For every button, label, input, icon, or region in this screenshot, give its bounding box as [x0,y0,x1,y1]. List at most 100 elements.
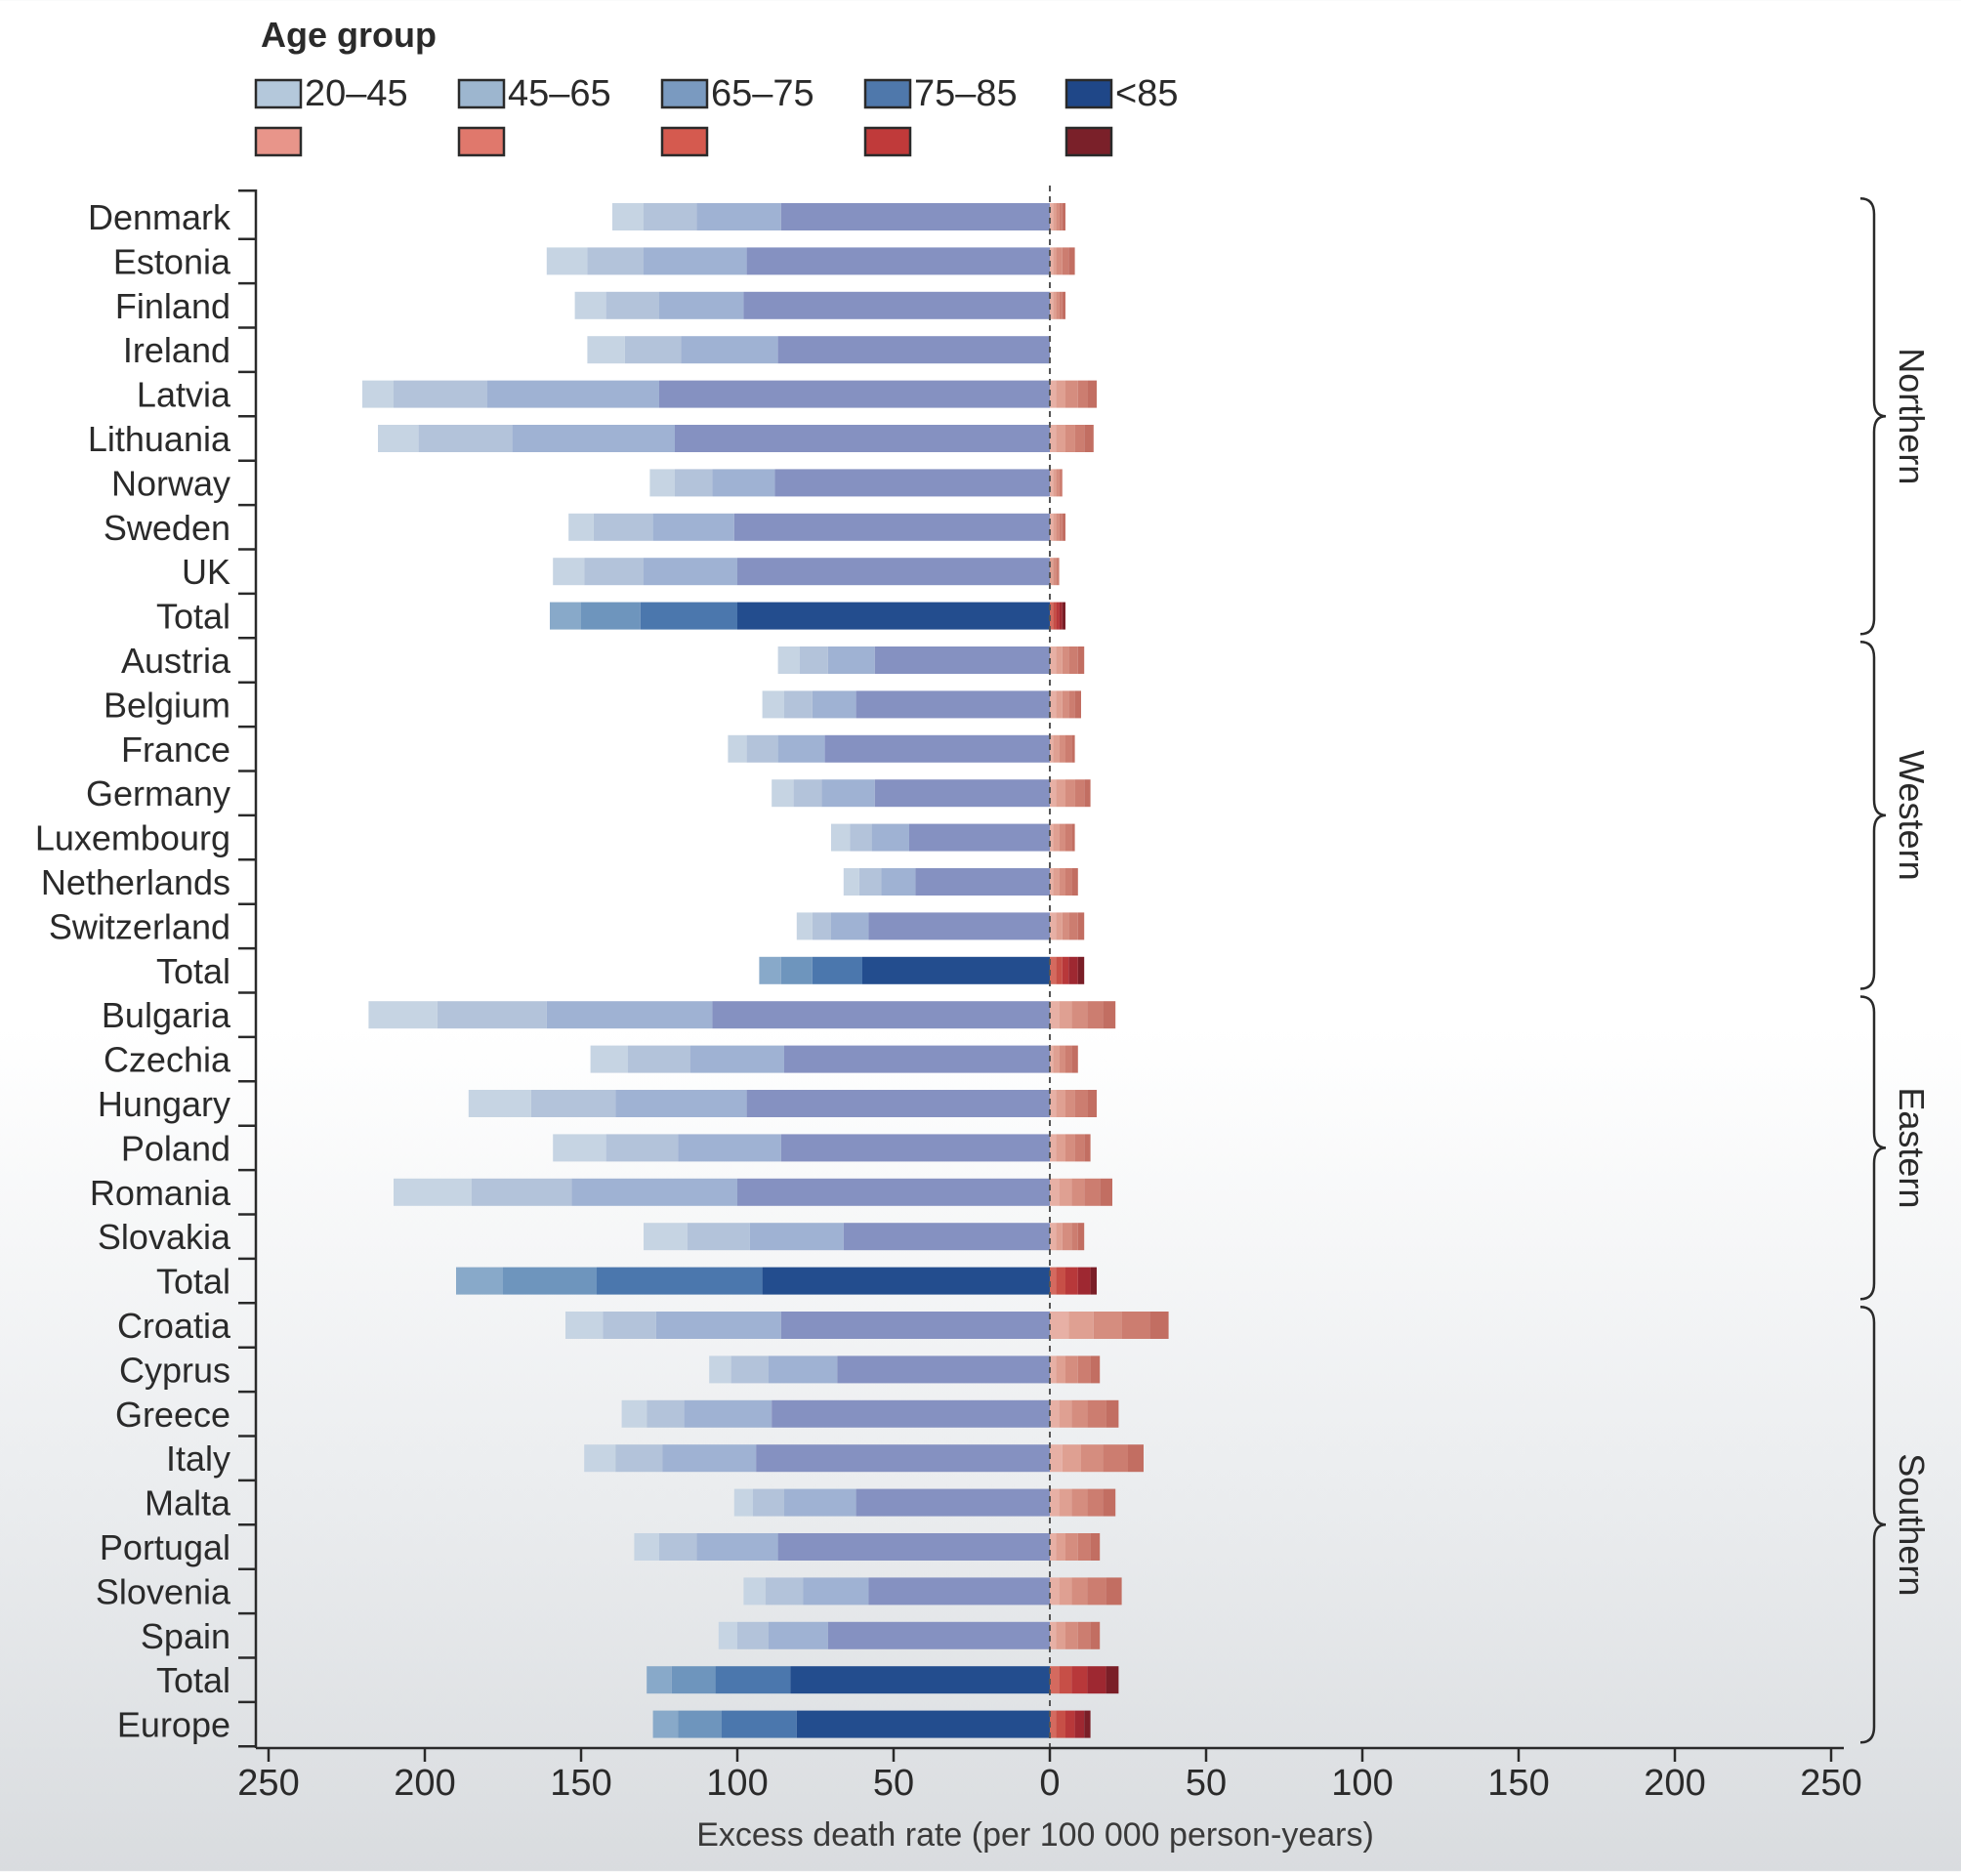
bar-pos-portugal-20-45 [1050,1533,1057,1561]
bar-pos-total-9-85 [1062,602,1065,630]
bar-neg-czechia-65-75 [690,1045,784,1073]
bar-neg-denmark-75-85 [780,203,1050,230]
bar-neg-greece-20-45 [621,1399,647,1428]
bar-neg-total-33-20-45 [647,1666,672,1694]
bar-neg-latvia-75-85 [659,380,1050,408]
bar-neg-greece-45-65 [647,1399,685,1428]
bar-neg-bulgaria-20-45 [368,1001,438,1029]
bar-neg-total-9-45-65 [581,602,641,630]
x-tick-label-6: 50 [1186,1763,1227,1804]
bar-pos-austria-65-75 [1062,646,1069,674]
bar-row-greece: Greece [115,1395,1119,1435]
bar-pos-france-65-75 [1059,734,1065,763]
legend: Age group 20–45 45–65 65–75 75–85 <85 [254,15,1178,157]
bar-pos-italy-45-65 [1062,1444,1081,1473]
legend-title: Age group [261,15,437,55]
bar-neg-ireland-20-45 [587,336,625,364]
bar-row-ireland: Ireland [123,330,1050,370]
bar-neg-total-24-65-75 [597,1267,763,1295]
bar-pos-uk-45-65 [1050,558,1054,586]
bar-neg-cyprus-75-85 [837,1355,1050,1384]
bar-neg-portugal-75-85 [777,1533,1050,1561]
bar-pos-italy-75-85 [1103,1444,1128,1473]
bar-pos-total-17-85 [1077,956,1085,984]
bar-row-czechia: Czechia [104,1040,1078,1080]
bar-pos-portugal-85 [1090,1533,1101,1561]
bar-neg-norway-20-45 [649,469,675,497]
bar-neg-uk-75-85 [737,558,1050,586]
bar-neg-romania-75-85 [737,1178,1050,1206]
bar-neg-total-17-65-75 [812,956,862,984]
bar-neg-europe-34-65-75 [722,1710,797,1738]
bar-pos-croatia-20-45 [1050,1312,1069,1339]
bar-pos-switzerland-85 [1077,912,1085,940]
region-bracket-northern [1859,197,1887,636]
bar-neg-poland-45-65 [605,1134,679,1162]
bar-pos-uk-65-75 [1053,558,1057,586]
bar-row-switzerland: Switzerland [49,906,1085,946]
bar-neg-malta-20-45 [733,1488,753,1517]
bar-pos-croatia-45-65 [1068,1312,1094,1339]
bar-pos-croatia-65-75 [1093,1312,1122,1339]
bar-pos-hungary-20-45 [1050,1090,1057,1117]
legend-swatch-85-blue [1064,78,1113,109]
bar-neg-total-24-45-65 [503,1267,597,1295]
bar-neg-belgium-75-85 [855,690,1050,719]
bar-neg-sweden-65-75 [652,513,734,541]
bar-neg-bulgaria-65-75 [546,1001,713,1029]
bar-neg-netherlands-75-85 [915,868,1050,896]
bar-neg-germany-45-65 [793,779,822,808]
bar-pos-estonia-75-85 [1062,247,1069,275]
bar-neg-france-20-45 [728,734,747,763]
bar-pos-lithuania-45-65 [1056,425,1065,452]
legend-swatch-65-75-blue [660,78,709,109]
bar-pos-czechia-85 [1071,1045,1078,1073]
bar-row-belgium: Belgium [104,685,1081,725]
bar-neg-estonia-65-75 [644,247,747,275]
bar-neg-hungary-75-85 [746,1090,1050,1117]
bar-neg-slovenia-45-65 [765,1577,804,1605]
bar-row-europe-34: Europe [117,1705,1091,1745]
bar-pos-spain-45-65 [1056,1621,1065,1649]
bar-pos-slovakia-65-75 [1062,1223,1072,1251]
bar-pos-france-45-65 [1053,734,1060,763]
category-label-total-33: Total [156,1660,230,1700]
bar-pos-france-75-85 [1065,734,1072,763]
legend-swatch-20-45-red [254,126,303,157]
bar-pos-total-24-75-85 [1077,1267,1091,1295]
x-tick-label-7: 100 [1331,1763,1393,1804]
category-label-total-9: Total [156,597,230,637]
bar-pos-netherlands-75-85 [1065,868,1072,896]
bar-neg-europe-34-45-65 [678,1710,722,1738]
bar-pos-italy-85 [1128,1444,1144,1473]
bar-pos-total-33-20-45 [1050,1666,1060,1694]
bar-neg-estonia-75-85 [746,247,1050,275]
category-label-estonia: Estonia [113,241,231,281]
bar-neg-denmark-65-75 [696,203,781,230]
category-label-romania: Romania [90,1173,231,1213]
x-tick-label-1: 200 [394,1763,455,1804]
bar-pos-total-9-20-45 [1050,602,1054,630]
bar-neg-italy-20-45 [584,1444,616,1473]
bar-pos-switzerland-75-85 [1068,912,1078,940]
category-label-croatia: Croatia [117,1306,231,1346]
bar-row-estonia: Estonia [113,241,1075,281]
bar-pos-slovenia-65-75 [1071,1577,1088,1605]
bar-pos-germany-85 [1084,779,1091,808]
bar-neg-czechia-75-85 [784,1045,1050,1073]
bar-neg-estonia-45-65 [587,247,644,275]
bar-pos-belgium-75-85 [1068,690,1075,719]
bar-pos-total-24-20-45 [1050,1267,1057,1295]
bar-row-portugal: Portugal [100,1527,1101,1567]
bar-neg-lithuania-20-45 [378,425,419,452]
bar-pos-malta-65-75 [1071,1488,1088,1517]
x-axis-label: Excess death rate (per 100 000 person-ye… [696,1816,1374,1854]
bar-pos-europe-34-75-85 [1074,1710,1085,1738]
bar-neg-romania-45-65 [472,1178,572,1206]
bar-neg-hungary-45-65 [530,1090,616,1117]
bar-pos-latvia-65-75 [1065,380,1078,408]
bar-pos-czechia-65-75 [1059,1045,1065,1073]
bar-pos-austria-85 [1077,646,1085,674]
bar-neg-poland-75-85 [780,1134,1050,1162]
